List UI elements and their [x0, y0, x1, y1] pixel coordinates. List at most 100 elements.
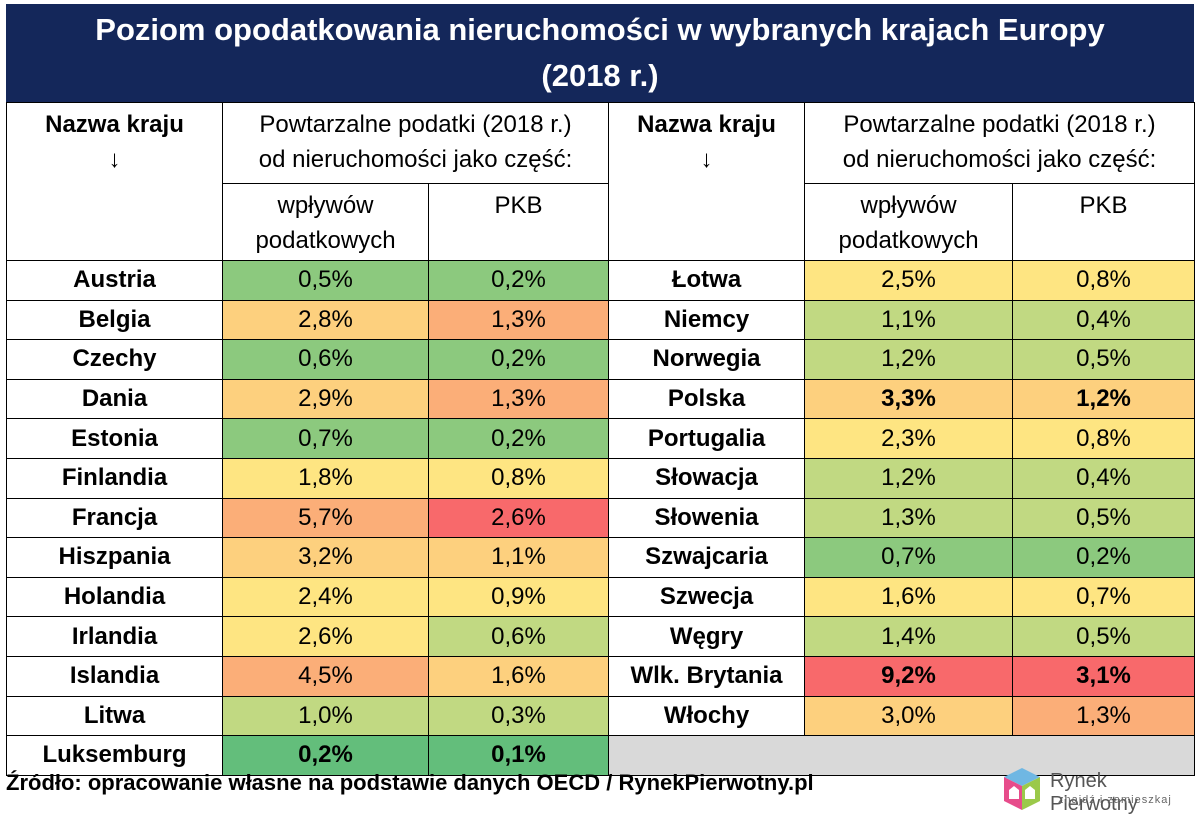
logo-tagline: znajdź i zamieszkaj	[1058, 794, 1172, 806]
table-row: Estonia 0,7% 0,2% Portugalia 2,3% 0,8%	[6, 418, 1196, 459]
country-name: Czechy	[6, 339, 223, 380]
gdp-value: 0,8%	[1012, 418, 1196, 459]
country-name: Holandia	[6, 576, 223, 618]
gdp-value: 0,2%	[427, 339, 610, 380]
gdp-value: 0,4%	[1012, 299, 1196, 341]
gdp-value: 1,3%	[427, 378, 610, 420]
country-name: Słowenia	[608, 497, 806, 539]
gdp-value: 0,1%	[427, 735, 610, 776]
header-group-line-2: od nieruchomości jako część:	[258, 146, 573, 173]
table-row: Austria 0,5% 0,2% Łotwa 2,5% 0,8%	[6, 260, 1196, 301]
header-revenue-line-2: podatkowych	[838, 227, 979, 254]
revenue-value: 2,9%	[222, 378, 429, 420]
header-group-left: Powtarzalne podatki (2018 r.) od nieruch…	[221, 102, 610, 184]
gdp-value: 0,5%	[1012, 497, 1196, 539]
gdp-value: 0,9%	[427, 576, 610, 618]
header-group-line-1: Powtarzalne podatki (2018 r.)	[259, 111, 572, 138]
header-group-line-1: Powtarzalne podatki (2018 r.)	[843, 111, 1156, 138]
tax-table: Nazwa kraju ↓ Powtarzalne podatki (2018 …	[6, 102, 1196, 776]
table-row: Hiszpania 3,2% 1,1% Szwajcaria 0,7% 0,2%	[6, 537, 1196, 578]
revenue-value: 1,3%	[804, 497, 1014, 539]
header-country-label: Nazwa kraju	[45, 111, 184, 138]
gdp-value: 0,2%	[1012, 537, 1196, 578]
logo: Rynek Pierwotny znajdź i zamieszkaj	[1000, 766, 1196, 815]
header-gdp-label: PKB	[494, 192, 543, 219]
table-row: Irlandia 2,6% 0,6% Węgry 1,4% 0,5%	[6, 616, 1196, 657]
revenue-value: 3,3%	[804, 378, 1014, 420]
country-name: Węgry	[608, 616, 806, 657]
table-row: Luksemburg 0,2% 0,1%	[6, 735, 1196, 776]
header-group-line-2: od nieruchomości jako część:	[842, 146, 1157, 173]
table-row: Islandia 4,5% 1,6% Wlk. Brytania 9,2% 3,1%	[6, 655, 1196, 697]
gdp-value: 0,2%	[427, 260, 610, 301]
country-name: Islandia	[6, 655, 223, 697]
source-note: Źródło: opracowanie własne na podstawie …	[6, 770, 814, 795]
gdp-value: 2,6%	[427, 497, 610, 539]
gdp-value: 0,2%	[427, 418, 610, 459]
revenue-value: 1,4%	[804, 616, 1014, 657]
table-row: Dania 2,9% 1,3% Polska 3,3% 1,2%	[6, 378, 1196, 420]
gdp-value: 0,6%	[427, 616, 610, 657]
header-gdp-label: PKB	[1079, 192, 1128, 219]
revenue-value: 1,6%	[804, 576, 1014, 618]
logo-name: Rynek Pierwotny	[1050, 770, 1138, 815]
gdp-value: 1,3%	[1012, 695, 1196, 737]
revenue-value: 2,8%	[222, 299, 429, 341]
down-arrow-icon: ↓	[700, 146, 713, 173]
country-name: Belgia	[6, 299, 223, 341]
revenue-value: 1,0%	[222, 695, 429, 737]
gdp-value: 0,4%	[1012, 457, 1196, 499]
gdp-value: 0,3%	[427, 695, 610, 737]
gdp-value: 1,2%	[1012, 378, 1196, 420]
revenue-value: 2,5%	[804, 260, 1014, 301]
revenue-value: 3,2%	[222, 537, 429, 578]
header-revenue-right: wpływów podatkowych	[804, 183, 1014, 261]
header-gdp-right: PKB	[1012, 183, 1196, 261]
country-name: Estonia	[6, 418, 223, 459]
revenue-value: 0,5%	[222, 260, 429, 301]
header-country-left: Nazwa kraju ↓	[6, 102, 223, 261]
country-name: Włochy	[608, 695, 806, 737]
country-name: Austria	[6, 260, 223, 301]
header-country-right: Nazwa kraju ↓	[608, 102, 806, 261]
revenue-value: 1,8%	[222, 457, 429, 499]
country-name: Irlandia	[6, 616, 223, 657]
gdp-value: 0,8%	[1012, 260, 1196, 301]
down-arrow-icon: ↓	[108, 146, 121, 173]
country-name: Niemcy	[608, 299, 806, 341]
country-name: Finlandia	[6, 457, 223, 499]
country-name: Portugalia	[608, 418, 806, 459]
revenue-value: 5,7%	[222, 497, 429, 539]
header-revenue-line-2: podatkowych	[255, 227, 396, 254]
header-country-label: Nazwa kraju	[637, 111, 776, 138]
table-row: Finlandia 1,8% 0,8% Słowacja 1,2% 0,4%	[6, 457, 1196, 499]
title-line-1: Poziom opodatkowania nieruchomości w wyb…	[95, 12, 1105, 47]
country-name: Wlk. Brytania	[608, 655, 806, 697]
gdp-value: 1,3%	[427, 299, 610, 341]
revenue-value: 2,4%	[222, 576, 429, 618]
country-name: Polska	[608, 378, 806, 420]
header-gdp-left: PKB	[427, 183, 610, 261]
revenue-value: 0,6%	[222, 339, 429, 380]
gdp-value: 0,7%	[1012, 576, 1196, 618]
country-name: Słowacja	[608, 457, 806, 499]
revenue-value: 4,5%	[222, 655, 429, 697]
gdp-value: 0,5%	[1012, 339, 1196, 380]
country-name: Luksemburg	[6, 735, 223, 776]
header-revenue-line-1: wpływów	[277, 192, 374, 219]
chart-title: Poziom opodatkowania nieruchomości w wyb…	[6, 4, 1194, 102]
table-row: Litwa 1,0% 0,3% Włochy 3,0% 1,3%	[6, 695, 1196, 737]
empty-cell	[608, 735, 1196, 776]
revenue-value: 2,3%	[804, 418, 1014, 459]
country-name: Hiszpania	[6, 537, 223, 578]
country-name: Łotwa	[608, 260, 806, 301]
revenue-value: 9,2%	[804, 655, 1014, 697]
country-name: Norwegia	[608, 339, 806, 380]
header-group-right: Powtarzalne podatki (2018 r.) od nieruch…	[804, 102, 1196, 184]
gdp-value: 3,1%	[1012, 655, 1196, 697]
revenue-value: 1,2%	[804, 339, 1014, 380]
gdp-value: 0,8%	[427, 457, 610, 499]
revenue-value: 0,7%	[222, 418, 429, 459]
country-name: Szwecja	[608, 576, 806, 618]
gdp-value: 0,5%	[1012, 616, 1196, 657]
